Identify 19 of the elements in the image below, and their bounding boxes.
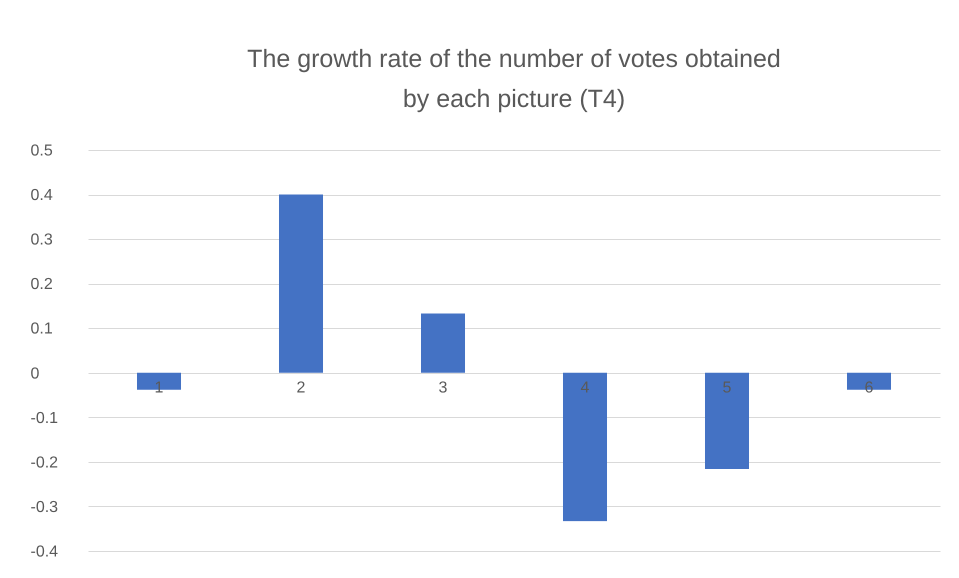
bar [704,372,750,470]
y-tick-label: 0.4 [30,187,53,204]
bar [562,372,608,522]
bar [420,314,466,373]
y-tick-label: 0.1 [30,320,53,338]
x-tick-label: 5 [722,379,732,396]
y-tick-label: 0.2 [30,276,53,294]
chart-title: The growth rate of the number of votes obtained by each picture (T4) [247,45,781,113]
y-tick-label: 0.5 [30,142,53,160]
y-tick-label: 0 [30,365,40,382]
y-tick-label: -0.1 [30,410,58,427]
x-tick-label: 2 [296,379,306,396]
y-tick-label: -0.3 [30,498,58,516]
x-tick-label: 4 [580,379,590,396]
y-tick-label: -0.4 [30,544,58,560]
y-tick-label: 0.3 [30,232,53,249]
x-tick-label: 3 [438,379,448,396]
bar [278,194,324,373]
y-tick-label: -0.2 [30,454,58,472]
